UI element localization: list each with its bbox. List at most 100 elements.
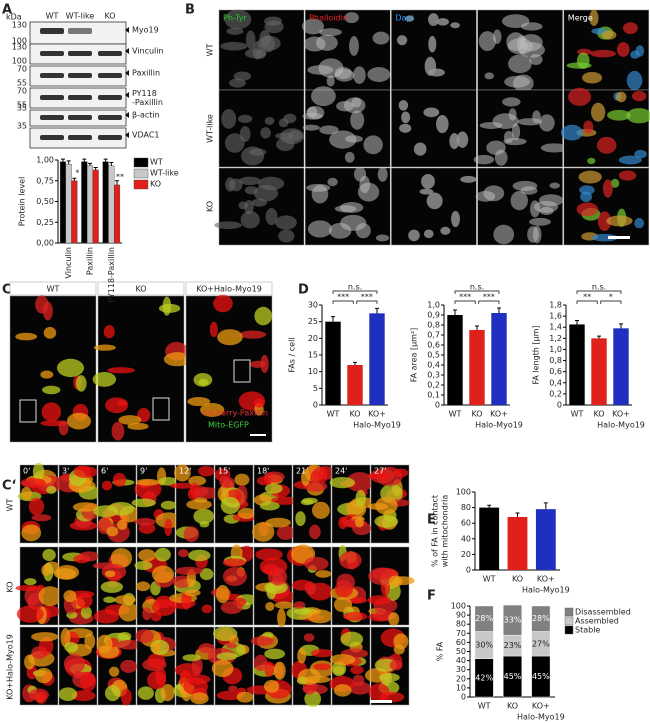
cell-signal (301, 18, 325, 35)
cell-signal (483, 185, 505, 202)
x-tick-label: KO+ (612, 410, 630, 419)
column-label: Merge (568, 14, 593, 23)
cell-signal (338, 516, 348, 530)
cell-signal (368, 683, 390, 702)
cell-signal (328, 222, 352, 239)
cell-signal (333, 597, 353, 613)
panel-label: C (2, 283, 12, 298)
cell-signal (566, 62, 592, 69)
y-tick-label: 30 (456, 665, 466, 674)
cell-signal (111, 421, 125, 441)
cell-signal (239, 330, 267, 339)
cell-signal (151, 642, 160, 655)
cell-signal (344, 12, 359, 24)
time-label: 6' (101, 467, 108, 476)
cell-signal (346, 472, 373, 492)
y-axis-label: FA area [µm²] (410, 328, 419, 383)
cell-signal (310, 86, 336, 107)
cell-signal (252, 521, 275, 542)
legend-text: mCherry-Paxillin (203, 409, 268, 418)
error-bar (93, 166, 98, 170)
cell-signal (131, 498, 156, 508)
cell-signal (379, 673, 400, 682)
bar (108, 165, 115, 244)
cell-signal (199, 521, 210, 528)
error-bar (575, 320, 579, 325)
y-tick-label: 1,0 (549, 345, 562, 354)
cell-signal (198, 643, 215, 654)
cell-signal (265, 208, 278, 226)
cell-signal (134, 560, 153, 571)
blot-band (68, 95, 92, 100)
y-tick-label: 100 (451, 602, 466, 611)
marker-label: 35 (17, 104, 27, 113)
bar (369, 313, 385, 405)
cell-signal (396, 35, 408, 46)
roi-box (233, 359, 251, 383)
significance-bracket (478, 300, 500, 304)
y-tick-label: 0,2 (427, 381, 440, 390)
y-axis-label: FA length [µm] (532, 325, 541, 384)
cell-signal (73, 466, 98, 478)
y-tick-label: 0,5 (427, 351, 440, 360)
bar (81, 161, 88, 244)
cell-signal (21, 486, 32, 501)
significance-label: * (609, 293, 613, 302)
cell-signal (201, 604, 213, 614)
band-arrow (125, 70, 129, 76)
cell-signal (183, 677, 209, 696)
x-axis-label: Halo-Myo19 (522, 586, 570, 595)
band-label: β-actin (132, 111, 160, 120)
legend-swatch (133, 179, 149, 190)
cell-signal (107, 367, 135, 374)
cell-signal (221, 109, 237, 129)
blot-band (40, 51, 64, 56)
cell-signal (375, 234, 390, 242)
cell-signal (186, 499, 212, 510)
x-axis-label: Halo-Myo19 (353, 421, 401, 430)
legend-label: WT (150, 158, 163, 167)
cell-signal (41, 402, 62, 422)
cell-signal (329, 476, 355, 489)
cell-signal (450, 22, 460, 29)
cell-signal (41, 564, 52, 577)
cell-signal (233, 71, 252, 81)
time-label: 12' (179, 467, 191, 476)
cell-signal (363, 135, 383, 155)
x-tick-label: KO (349, 410, 360, 419)
cell-signal (142, 607, 152, 621)
cell-signal (333, 684, 352, 697)
cell-signal (540, 143, 568, 153)
cell-signal (634, 149, 647, 159)
cell-signal (190, 692, 209, 705)
band-label: Paxillin (132, 69, 160, 78)
significance-bracket (600, 300, 622, 304)
cell-signal (264, 648, 286, 660)
cell-signal (388, 575, 403, 587)
time-label: 3' (62, 467, 69, 476)
cell-signal (103, 325, 115, 339)
cell-signal (626, 108, 650, 124)
cell-signal (217, 486, 229, 502)
bar (535, 509, 556, 570)
y-tick-label: 1,0 (427, 301, 440, 310)
roi-box (152, 397, 170, 421)
error-bar (88, 162, 92, 166)
cell-signal (220, 41, 248, 51)
cell-signal (260, 127, 271, 139)
cell-signal (532, 225, 542, 244)
cell-signal (419, 188, 434, 195)
error-bar (115, 180, 120, 185)
cell-signal (622, 22, 638, 35)
cell-signal (93, 344, 116, 351)
cell-signal (214, 221, 243, 229)
cell-signal (251, 198, 268, 207)
cell-signal (238, 201, 248, 210)
y-tick-label: 0,9 (427, 311, 440, 320)
cell-signal (92, 505, 119, 518)
cell-signal (344, 151, 355, 163)
bar (113, 184, 121, 244)
cell-signal (237, 114, 253, 124)
cell-signal (106, 526, 119, 537)
